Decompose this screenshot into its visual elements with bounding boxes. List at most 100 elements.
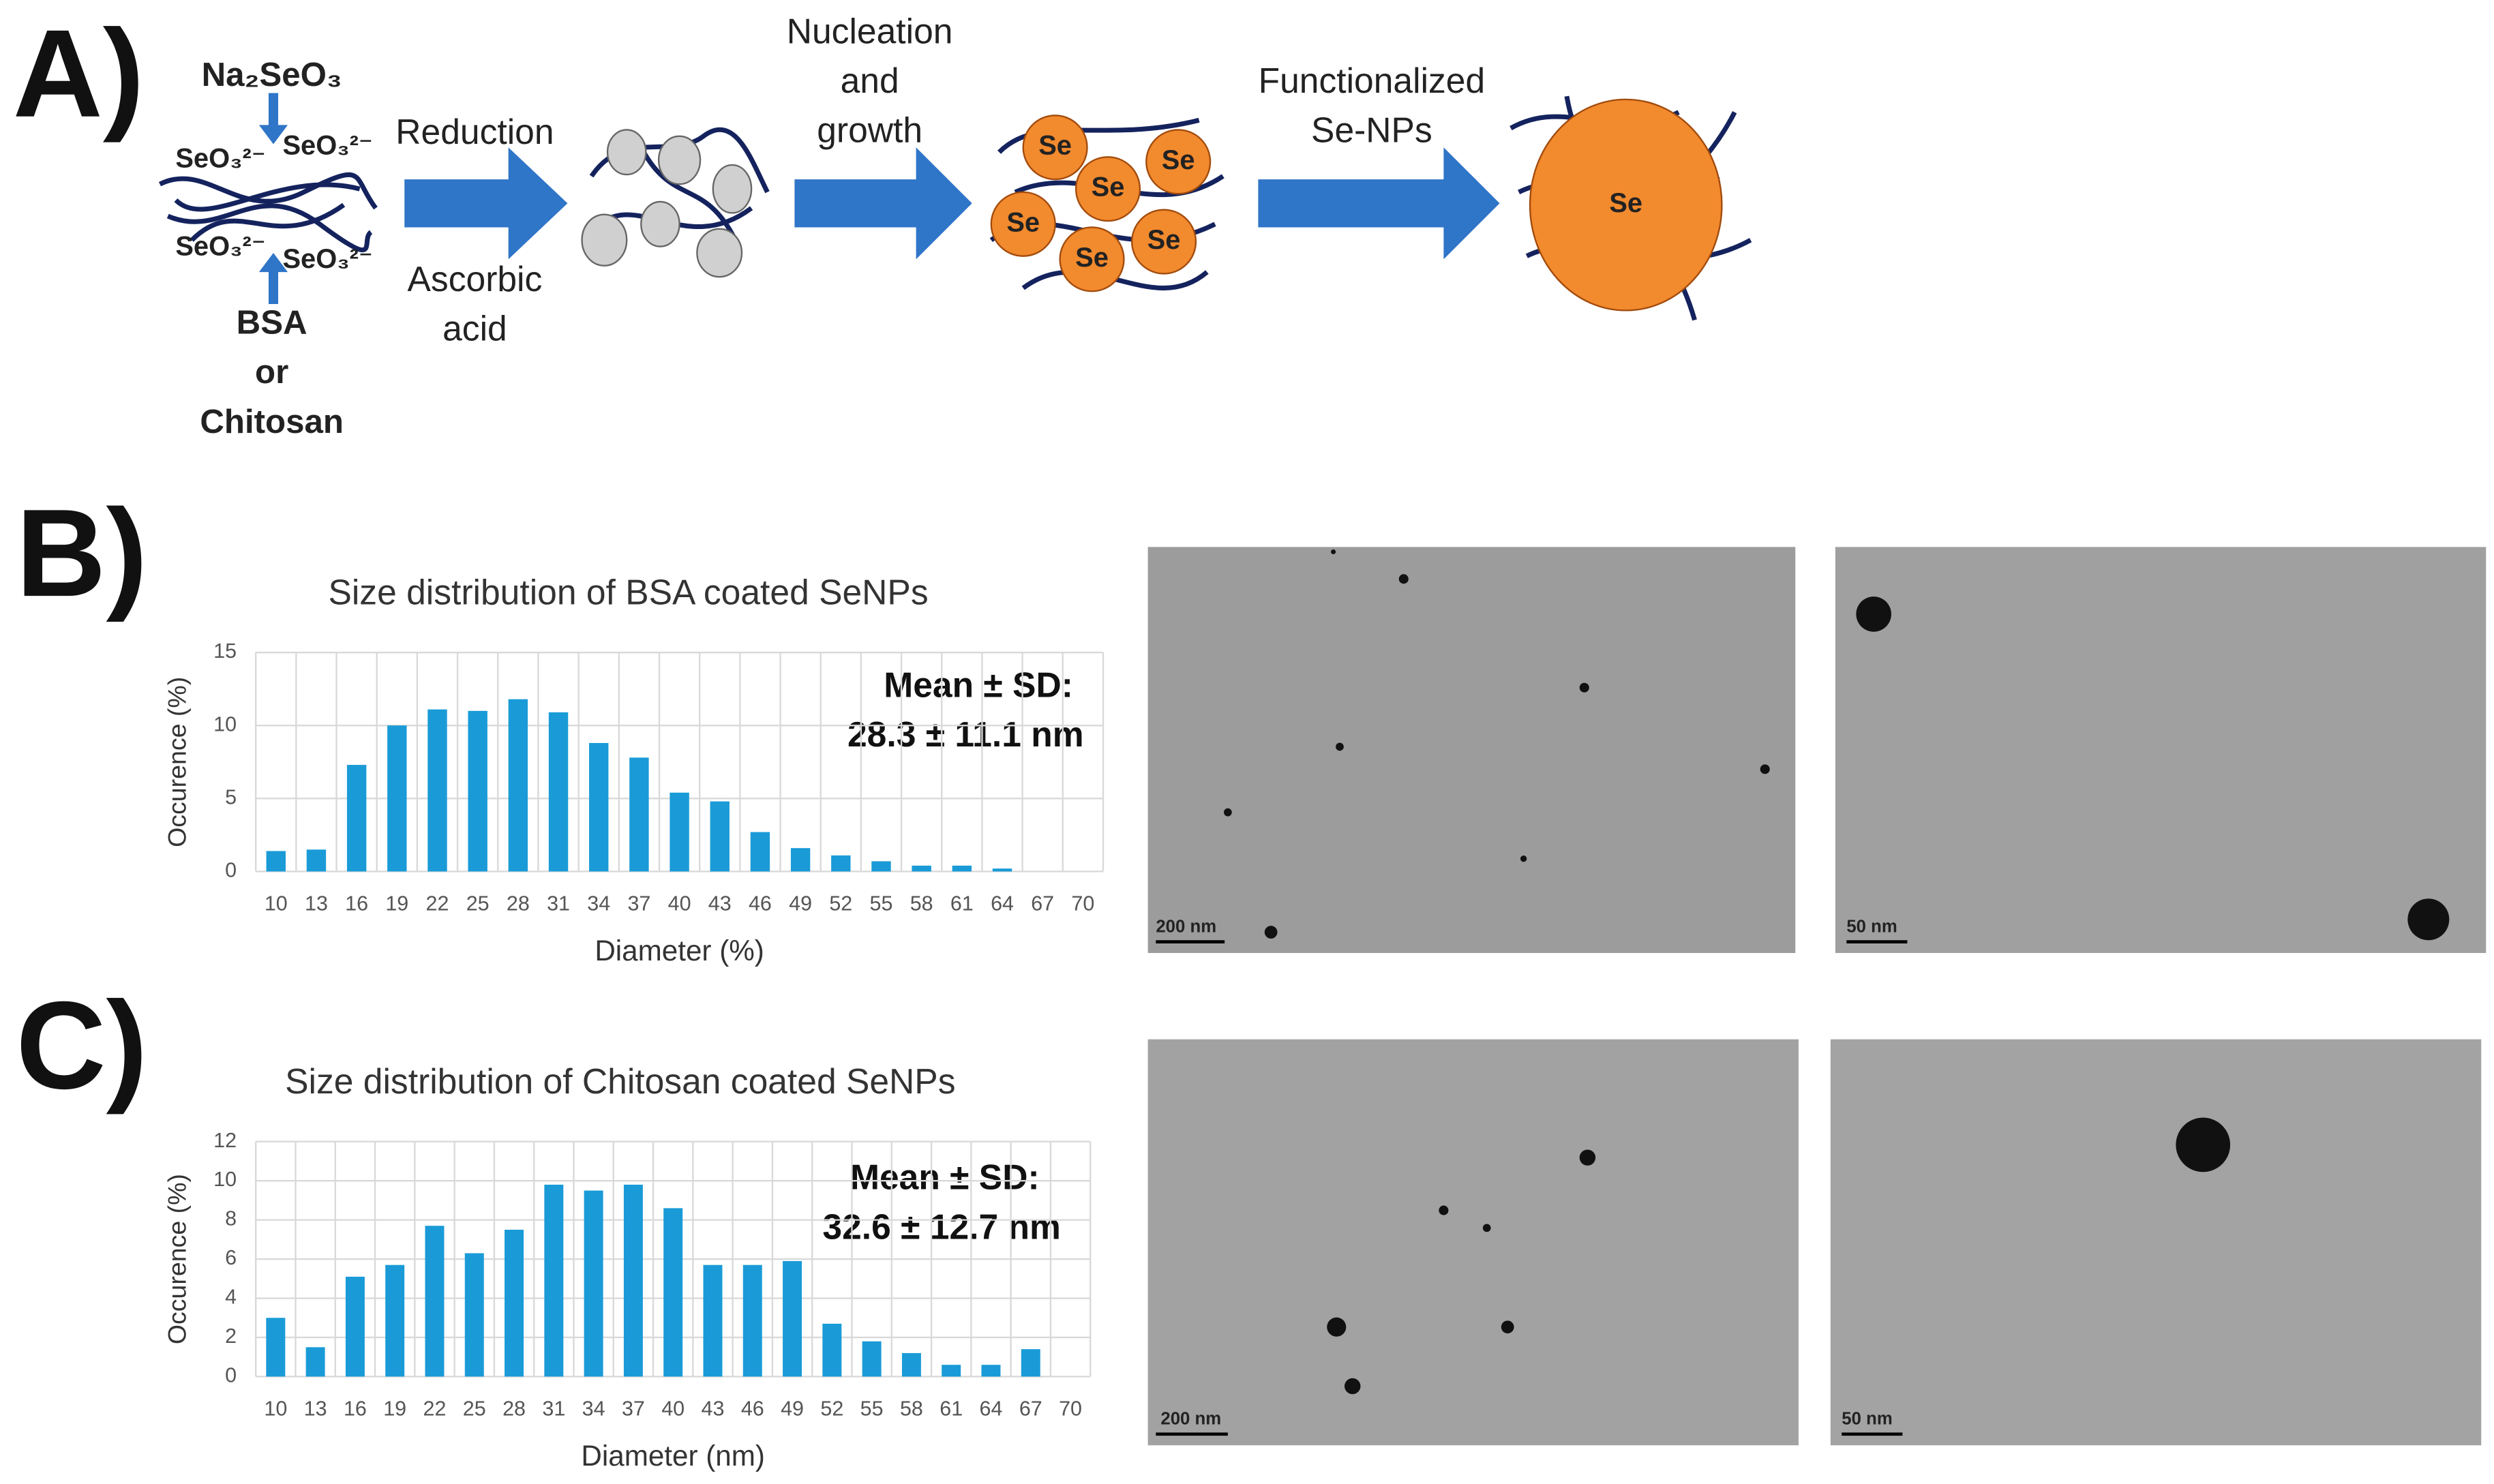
step-label: Nucleation — [787, 11, 953, 50]
bar — [862, 1341, 882, 1377]
x-tick-label: 43 — [702, 1397, 725, 1421]
scale-label: 50 nm — [1846, 917, 1897, 936]
bar — [508, 699, 528, 872]
x-tick-label: 34 — [587, 892, 610, 915]
x-tick-label: 19 — [385, 892, 408, 915]
x-tick-label: 25 — [463, 1397, 486, 1421]
x-tick-label: 34 — [582, 1397, 605, 1421]
bar — [981, 1365, 1001, 1377]
x-tick-label: 13 — [304, 1397, 327, 1421]
y-tick-label: 4 — [225, 1286, 237, 1309]
x-tick-label: 67 — [1019, 1397, 1042, 1421]
x-tick-label: 49 — [789, 892, 812, 915]
bar — [266, 851, 286, 872]
y-axis-title: Occurence (%) — [163, 1174, 192, 1344]
x-tick-label: 58 — [900, 1397, 923, 1421]
tem-images: 200 nm 50 nm 200 nm 50 nm — [1147, 547, 2487, 1446]
x-tick-label: 40 — [668, 892, 691, 915]
step-label: Reduction — [395, 112, 554, 151]
y-tick-label: 12 — [213, 1129, 237, 1152]
bar — [992, 868, 1012, 872]
annotation: 28.3 ± 11.1 nm — [847, 714, 1084, 754]
x-tick-label: 25 — [466, 892, 490, 915]
y-tick-label: 8 — [225, 1207, 237, 1230]
particle-label: Se — [1075, 243, 1109, 273]
x-tick-label: 31 — [547, 892, 570, 915]
annotation: Mean ± SD: — [850, 1157, 1040, 1197]
x-tick-label: 16 — [344, 1397, 367, 1421]
x-tick-label: 61 — [950, 892, 974, 915]
bar — [710, 801, 730, 872]
bar — [1021, 1349, 1040, 1377]
step-label: growth — [817, 110, 922, 150]
particle-label: Se — [1006, 207, 1040, 237]
bar — [427, 709, 447, 872]
x-axis-title: Diameter (nm) — [581, 1440, 765, 1472]
x-tick-label: 70 — [1059, 1397, 1082, 1421]
panel-label: A) — [13, 3, 145, 143]
bar — [663, 1208, 683, 1377]
x-tick-label: 16 — [345, 892, 368, 915]
bar — [505, 1229, 524, 1377]
y-axis-title: Occurence (%) — [163, 677, 192, 847]
bar — [912, 865, 931, 872]
bar — [544, 1184, 564, 1377]
x-tick-label: 61 — [940, 1397, 963, 1421]
x-axis-title: Diameter (%) — [595, 935, 764, 967]
x-tick-label: 70 — [1071, 892, 1094, 915]
particles — [1223, 549, 2450, 1395]
reagent: or — [255, 353, 288, 391]
annotation: 32.6 ± 12.7 nm — [822, 1207, 1060, 1246]
ion: SeO₃²⁻ — [175, 143, 266, 173]
y-tick-label: 10 — [213, 1168, 237, 1191]
x-tick-label: 37 — [622, 1397, 645, 1421]
x-tick-label: 52 — [820, 1397, 843, 1421]
bar — [464, 1253, 484, 1377]
bar — [387, 725, 407, 872]
bar — [942, 1365, 961, 1377]
bar — [703, 1265, 723, 1377]
x-tick-label: 19 — [383, 1397, 406, 1421]
bar — [305, 1347, 325, 1377]
x-tick-label: 64 — [980, 1397, 1003, 1421]
x-tick-label: 67 — [1031, 892, 1054, 915]
x-tick-label: 22 — [423, 1397, 447, 1421]
ion: SeO₃²⁻ — [282, 131, 373, 161]
chart-title: Size distribution of BSA coated SeNPs — [328, 572, 928, 611]
x-tick-label: 28 — [502, 1397, 526, 1421]
x-tick-label: 46 — [741, 1397, 764, 1421]
bar — [783, 1260, 802, 1377]
y-tick-label: 10 — [213, 712, 237, 736]
y-tick-label: 0 — [225, 858, 237, 881]
x-tick-label: 28 — [507, 892, 530, 915]
x-tick-label: 10 — [264, 1397, 287, 1421]
schematic — [258, 93, 1500, 305]
particle-label: Se — [1609, 188, 1642, 218]
arrow — [1258, 147, 1500, 260]
nuclei — [581, 129, 753, 278]
bar — [346, 765, 367, 872]
x-tick-label: 43 — [708, 892, 732, 915]
x-tick-label: 52 — [829, 892, 852, 915]
reagent: Chitosan — [200, 403, 344, 440]
bar — [822, 1323, 842, 1377]
bar — [790, 848, 811, 872]
bar — [831, 855, 851, 872]
step-label: and — [841, 61, 899, 100]
arrow — [794, 147, 972, 260]
x-tick-label: 58 — [910, 892, 933, 915]
nanoparticles — [990, 98, 1723, 312]
reagent: BSA — [237, 303, 307, 341]
bar — [629, 757, 649, 872]
particle-label: Se — [1092, 172, 1125, 202]
bar — [385, 1265, 405, 1377]
x-tick-label: 31 — [542, 1397, 565, 1421]
scale-label: 200 nm — [1156, 917, 1216, 936]
x-tick-label: 13 — [305, 892, 328, 915]
panel-label: B) — [16, 483, 147, 622]
step-label: Functionalized — [1259, 61, 1486, 100]
y-tick-label: 5 — [225, 785, 237, 808]
annotation: Mean ± SD: — [884, 665, 1073, 704]
bar — [670, 792, 689, 872]
